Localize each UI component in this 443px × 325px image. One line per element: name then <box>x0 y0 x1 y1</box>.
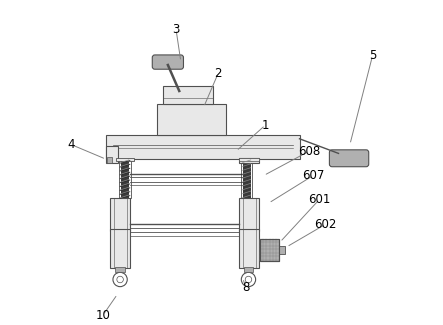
Bar <box>121 160 129 198</box>
Text: 607: 607 <box>302 169 324 182</box>
Bar <box>239 198 259 231</box>
Bar <box>106 146 117 162</box>
Text: 608: 608 <box>298 145 320 158</box>
Bar <box>163 86 214 104</box>
Bar <box>239 158 259 162</box>
Bar <box>106 135 299 159</box>
Text: 10: 10 <box>95 309 110 322</box>
Bar <box>110 229 130 268</box>
Bar <box>156 104 226 135</box>
Text: 8: 8 <box>242 281 249 294</box>
Text: 5: 5 <box>369 49 376 62</box>
Bar <box>239 158 259 161</box>
Text: 601: 601 <box>308 193 330 206</box>
Bar <box>279 246 284 254</box>
Text: 602: 602 <box>315 218 337 231</box>
Bar <box>260 239 279 261</box>
Bar <box>244 266 253 272</box>
FancyBboxPatch shape <box>152 55 183 69</box>
Bar <box>116 158 134 161</box>
FancyBboxPatch shape <box>330 150 369 167</box>
Text: 3: 3 <box>172 23 180 36</box>
Bar <box>241 159 253 198</box>
Bar <box>260 239 279 261</box>
Text: 4: 4 <box>68 138 75 151</box>
Bar <box>115 266 124 272</box>
Bar <box>107 157 112 162</box>
Text: 1: 1 <box>262 119 269 132</box>
Bar <box>239 229 259 268</box>
Text: 2: 2 <box>214 67 222 80</box>
Bar <box>243 160 251 198</box>
Bar <box>119 159 131 198</box>
Bar <box>110 198 130 231</box>
